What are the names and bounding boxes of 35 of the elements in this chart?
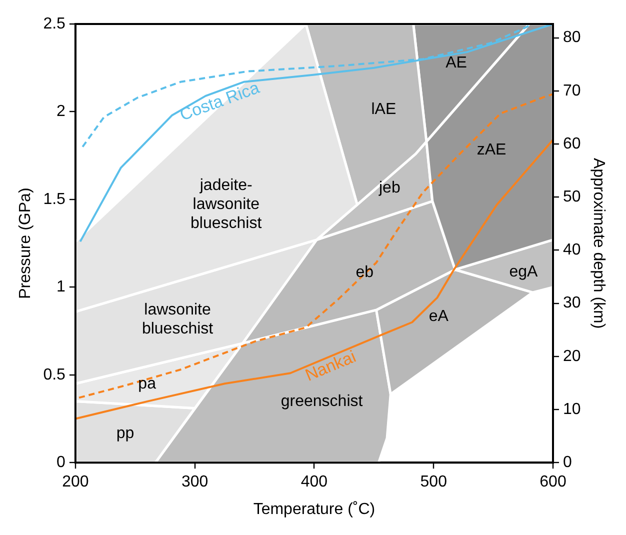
x-tick-label: 400 xyxy=(300,474,328,491)
y2-tick-label: 50 xyxy=(563,188,581,206)
y2-tick-label: 30 xyxy=(563,294,581,312)
series-label: eb xyxy=(356,264,374,282)
y2-tick-label: 80 xyxy=(563,29,581,46)
series-label: pa xyxy=(138,375,156,392)
y-tick-label: 1.5 xyxy=(43,190,66,208)
y-tick-label: 0.5 xyxy=(43,366,66,384)
y-tick-label: 2 xyxy=(56,103,66,120)
y2-tick-label: 60 xyxy=(563,135,581,152)
series-label: lAE xyxy=(371,101,396,118)
x-tick-label: 200 xyxy=(62,474,89,491)
x-tick-label: 500 xyxy=(420,474,448,491)
series-label: AE xyxy=(446,54,467,72)
series-label: lawsonite blueschist xyxy=(142,302,214,338)
y-axis-title: Pressure (GPa) xyxy=(17,188,34,299)
series-label: jadeite- lawsonite blueschist xyxy=(190,176,262,232)
series-label: pp xyxy=(116,425,134,442)
y-tick-label: 0 xyxy=(56,454,66,472)
series-label: greenschist xyxy=(280,393,364,410)
series-label: jeb xyxy=(378,180,400,197)
y2-tick-label: 70 xyxy=(563,82,581,100)
y2-axis-title: Approximate depth (km) xyxy=(590,158,607,329)
y2-tick-label: 20 xyxy=(563,348,581,365)
x-tick-label: 600 xyxy=(540,474,566,491)
y-tick-label: 1 xyxy=(56,278,66,296)
y-tick-label: 2.5 xyxy=(43,15,66,32)
x-axis-title: Temperature (˚C) xyxy=(253,500,376,518)
y2-tick-label: 0 xyxy=(563,454,572,472)
y2-tick-label: 40 xyxy=(563,242,581,259)
series-label: zAE xyxy=(476,141,506,158)
x-tick-label: 300 xyxy=(181,474,208,491)
y2-tick-label: 10 xyxy=(563,400,581,418)
series-label: egA xyxy=(509,264,538,281)
series-label: eA xyxy=(428,308,449,325)
